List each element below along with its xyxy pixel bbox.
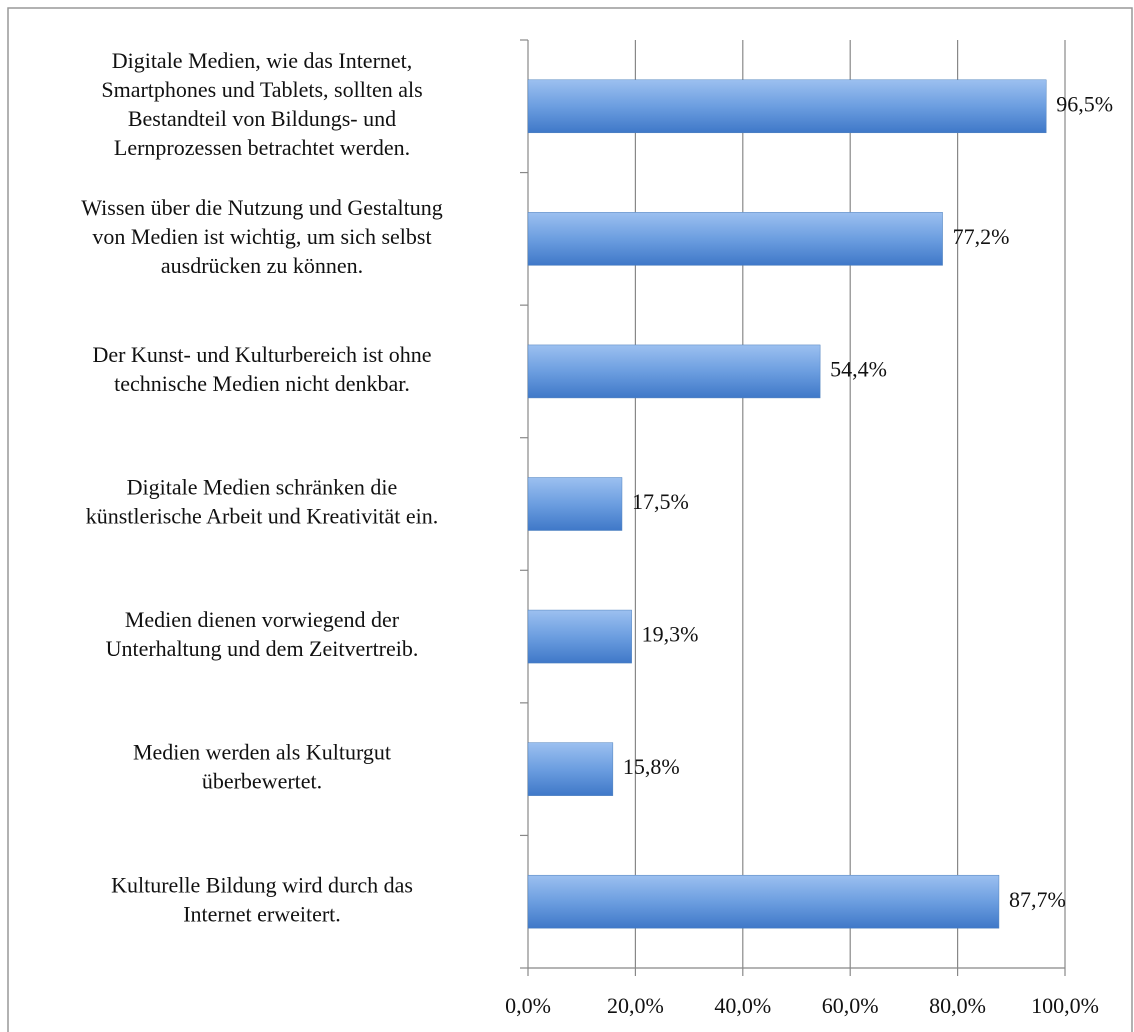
bar: [527, 742, 614, 796]
category-label: Digitale Medien, wie das Internet,: [112, 48, 413, 73]
category-label: Medien werden als Kulturgut: [133, 740, 391, 765]
bar: [527, 344, 821, 399]
value-label: 15,8%: [623, 754, 680, 779]
bar: [527, 874, 1000, 929]
x-tick-label: 0,0%: [505, 993, 551, 1018]
value-label: 77,2%: [953, 224, 1010, 249]
x-tick-label: 80,0%: [929, 993, 986, 1018]
x-tick-label: 60,0%: [822, 993, 879, 1018]
category-label: Smartphones und Tablets, sollten als: [101, 77, 422, 102]
category-label: technische Medien nicht denkbar.: [114, 371, 410, 396]
category-label: Der Kunst- und Kulturbereich ist ohne: [92, 342, 431, 367]
x-tick-label: 20,0%: [607, 993, 664, 1018]
bar: [527, 212, 943, 266]
bar: [527, 79, 1047, 134]
category-label: Kulturelle Bildung wird durch das: [111, 872, 413, 897]
value-label: 54,4%: [830, 356, 887, 381]
value-label: 96,5%: [1056, 91, 1113, 116]
category-label: von Medien ist wichtig, um sich selbst: [92, 224, 431, 249]
category-label: Unterhaltung und dem Zeitvertreib.: [106, 636, 419, 661]
value-label: 17,5%: [632, 489, 689, 514]
category-label: ausdrücken zu können.: [161, 253, 363, 278]
category-label: überbewertet.: [202, 769, 322, 794]
bar: [527, 477, 623, 531]
x-tick-label: 40,0%: [714, 993, 771, 1018]
value-label: 87,7%: [1009, 887, 1066, 912]
category-label: Bestandteil von Bildungs- und: [128, 106, 396, 131]
category-label: Internet erweitert.: [183, 901, 341, 926]
category-label: Wissen über die Nutzung und Gestaltung: [81, 195, 442, 220]
bar: [527, 609, 632, 664]
category-label: Medien dienen vorwiegend der: [125, 607, 400, 632]
category-label: Lernprozessen betrachtet werden.: [114, 135, 410, 160]
category-label: künstlerische Arbeit und Kreativität ein…: [86, 504, 439, 529]
value-label: 19,3%: [642, 622, 699, 647]
category-label: Digitale Medien schränken die: [127, 475, 398, 500]
x-tick-label: 100,0%: [1031, 993, 1099, 1018]
frame: [7, 7, 1133, 1032]
